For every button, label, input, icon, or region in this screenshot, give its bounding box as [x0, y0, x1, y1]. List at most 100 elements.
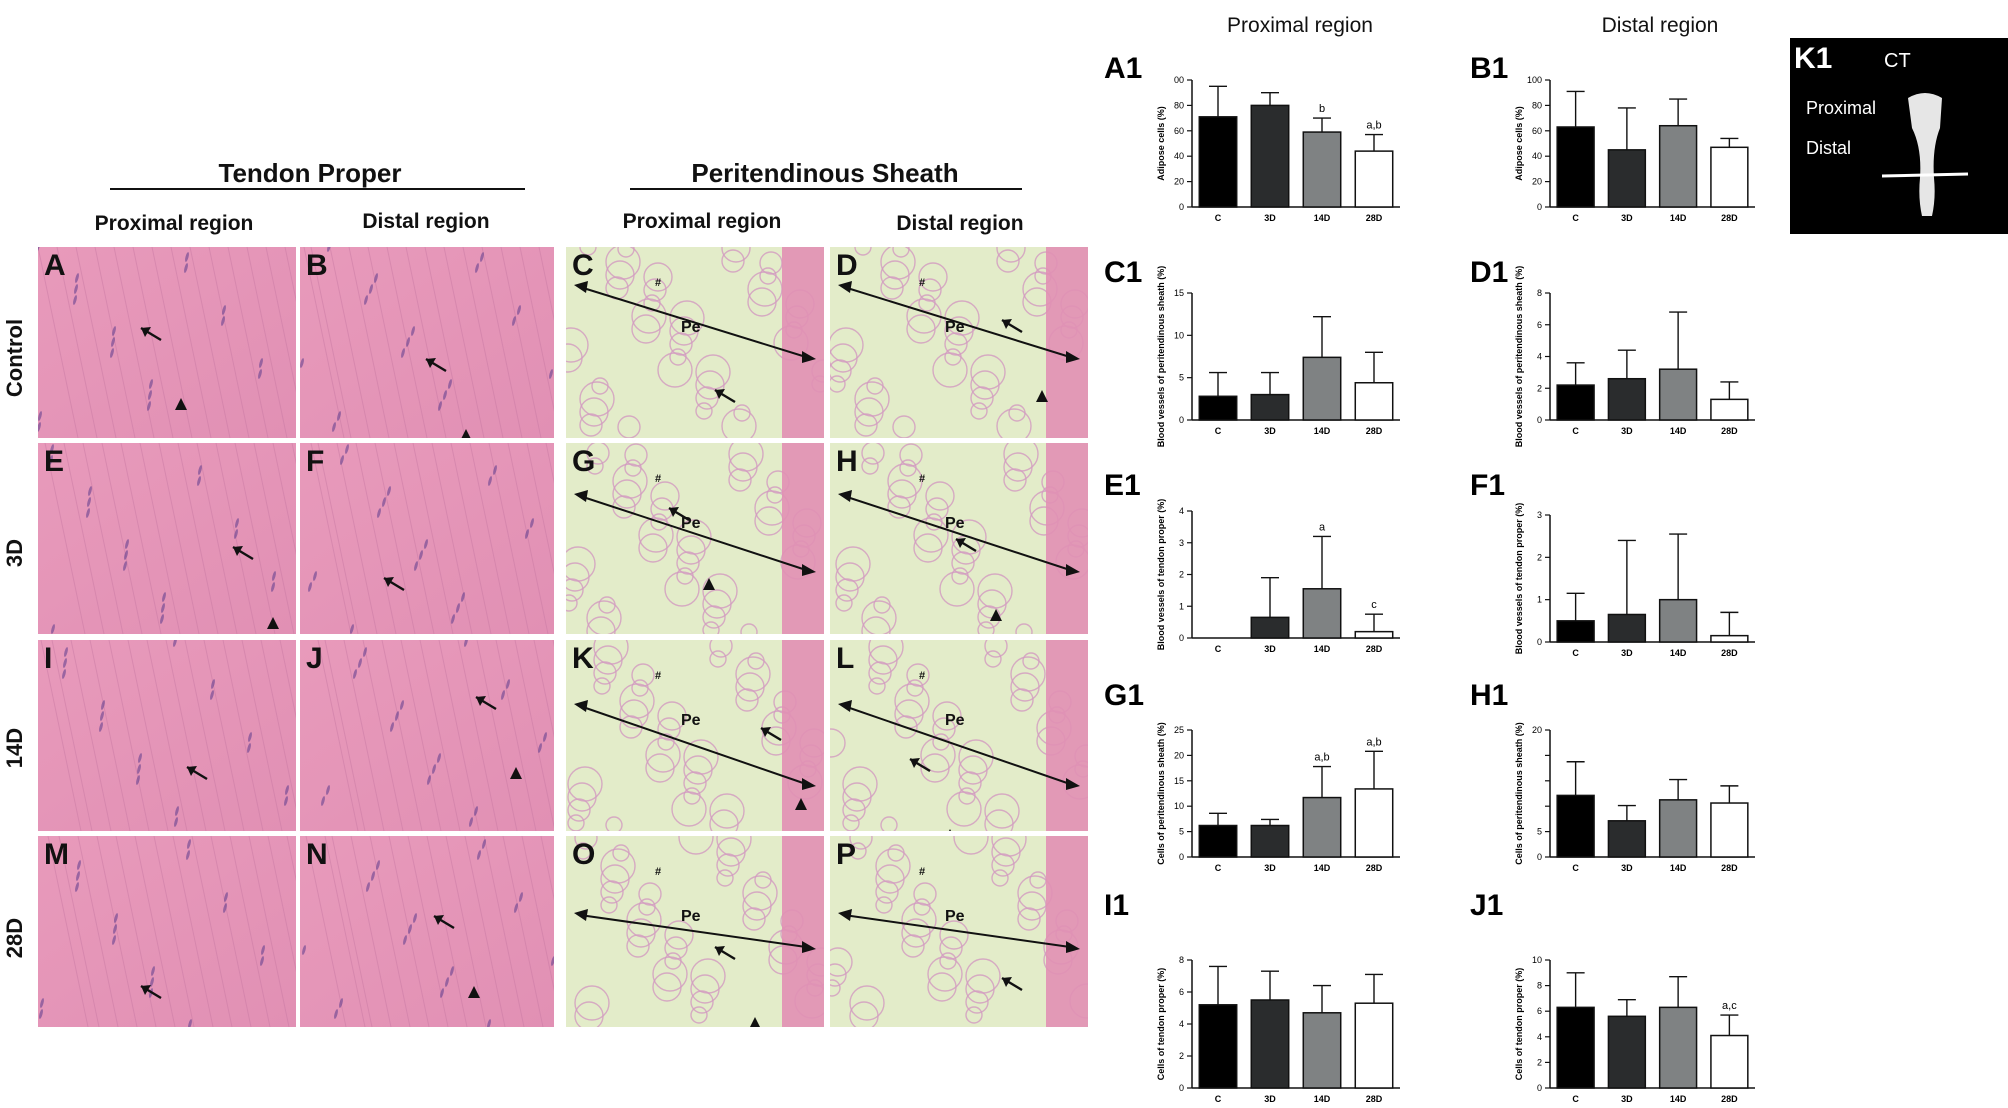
y-axis-label-j1: Cells of tendon proper (%)	[1514, 968, 1524, 1081]
x-tick-label-i1-0: C	[1215, 1094, 1222, 1104]
x-tick-label-c1-2: 14D	[1314, 426, 1331, 436]
chart-col-header-distal: Distal region	[1601, 14, 1719, 37]
hash-label-h: #	[919, 473, 926, 485]
ct-label: CT	[1884, 50, 1911, 72]
y-tick-label-a1-2: 40	[1174, 151, 1184, 161]
panel-letter-n: N	[306, 838, 328, 871]
bar-a1-14d	[1302, 131, 1342, 208]
micrograph-panel-d: D Pe #	[830, 247, 1088, 438]
annotation-j1-3: a,c	[1722, 1000, 1737, 1012]
pe-label-l: Pe	[945, 711, 965, 729]
micrograph-panel-j: J	[300, 640, 554, 831]
y-tick-label-f1-1: 1	[1537, 595, 1542, 605]
micrograph-panel-m: M	[38, 836, 296, 1027]
y-axis-label-a1: Adipose cells (%)	[1156, 106, 1166, 181]
bar-i1-14d	[1302, 1012, 1342, 1089]
bar-f1-28d	[1710, 634, 1749, 643]
y-tick-label-c1-0: 0	[1179, 415, 1184, 425]
bar-a1-28d	[1354, 150, 1394, 208]
bar-b1-28d	[1710, 146, 1749, 208]
bar-h1-28d	[1710, 802, 1749, 858]
y-tick-label-a1-4: 80	[1174, 100, 1184, 110]
x-tick-label-j1-3: 28D	[1721, 1094, 1738, 1104]
annotation-a1-3: a,b	[1366, 120, 1381, 132]
chart-letter-b1: B1	[1470, 52, 1508, 85]
micrograph-panel-a: A	[38, 247, 296, 438]
y-tick-label-h1-5: 20	[1532, 725, 1542, 735]
micrograph-panel-g: G Pe #	[566, 443, 824, 634]
x-tick-label-j1-0: C	[1572, 1094, 1579, 1104]
y-axis-label-h1: Cells of peritendinous sheath (%)	[1514, 722, 1524, 865]
y-tick-label-c1-2: 10	[1174, 330, 1184, 340]
bar-h1-c	[1556, 794, 1595, 858]
micrograph-panel-e: E	[38, 443, 296, 634]
x-tick-label-i1-3: 28D	[1366, 1094, 1383, 1104]
bar-g1-3d	[1250, 824, 1290, 858]
y-tick-label-j1-5: 10	[1532, 955, 1542, 965]
y-tick-label-i1-0: 0	[1179, 1083, 1184, 1093]
y-tick-label-d1-0: 0	[1537, 415, 1542, 425]
y-tick-label-f1-2: 2	[1537, 552, 1542, 562]
micrograph-panel-p: P Pe #	[830, 836, 1088, 1027]
bar-c1-c	[1198, 395, 1238, 421]
y-axis-label-g1: Cells of peritendinous sheath (%)	[1156, 722, 1166, 865]
chart-letter-h1: H1	[1470, 679, 1508, 712]
bar-j1-14d	[1658, 1006, 1698, 1089]
bar-c1-28d	[1354, 381, 1394, 421]
annotation-e1-3: c	[1371, 599, 1377, 611]
bar-g1-14d	[1302, 796, 1342, 858]
tendon-proper-header: Tendon Proper	[218, 158, 402, 188]
x-tick-label-d1-1: 3D	[1621, 426, 1633, 436]
y-tick-label-a1-3: 60	[1174, 126, 1184, 136]
bar-e1-14d	[1302, 588, 1342, 639]
x-tick-label-i1-2: 14D	[1314, 1094, 1331, 1104]
y-tick-label-b1-5: 100	[1527, 75, 1542, 85]
x-tick-label-f1-0: C	[1572, 648, 1579, 658]
x-tick-label-d1-2: 14D	[1670, 426, 1687, 436]
pe-label-h: Pe	[945, 514, 965, 532]
panel-letter-e: E	[44, 445, 65, 478]
x-tick-label-g1-1: 3D	[1264, 863, 1276, 873]
peritendinous-sheath-header: Peritendinous Sheath	[691, 158, 959, 188]
y-tick-label-b1-3: 60	[1532, 126, 1542, 136]
bar-c1-14d	[1302, 356, 1342, 421]
y-tick-label-a1-5: 00	[1174, 75, 1184, 85]
y-tick-label-a1-1: 20	[1174, 177, 1184, 187]
hash-label-d: #	[919, 277, 926, 289]
bar-f1-3d	[1607, 613, 1647, 643]
y-axis-label-i1: Cells of tendon proper (%)	[1156, 968, 1166, 1081]
hash-label-o: #	[655, 866, 662, 878]
col-header-ps-distal: Distal region	[896, 212, 1024, 235]
y-tick-label-b1-4: 80	[1532, 100, 1542, 110]
y-tick-label-j1-2: 4	[1537, 1032, 1542, 1042]
x-tick-label-g1-3: 28D	[1366, 863, 1383, 873]
x-tick-label-b1-1: 3D	[1621, 213, 1633, 223]
micrograph-panel-o: O Pe #	[566, 836, 824, 1027]
annotation-e1-2: a	[1319, 521, 1326, 533]
col-header-ps-proximal: Proximal region	[622, 210, 782, 233]
hash-label-c: #	[655, 277, 662, 289]
y-axis-label-d1: Blood vessels of peritendinous sheath (%…	[1514, 266, 1524, 448]
pe-label-g: Pe	[681, 514, 701, 532]
y-tick-label-g1-5: 25	[1174, 725, 1184, 735]
panel-letter-b: B	[306, 249, 328, 282]
pe-label-o: Pe	[681, 907, 701, 925]
y-tick-label-g1-1: 5	[1179, 827, 1184, 837]
x-tick-label-h1-2: 14D	[1670, 863, 1687, 873]
col-header-tp-distal: Distal region	[362, 210, 490, 233]
bar-e1-3d	[1250, 616, 1290, 639]
bar-f1-14d	[1658, 598, 1698, 643]
hash-label-g: #	[655, 473, 662, 485]
bar-d1-3d	[1607, 377, 1647, 421]
y-tick-label-j1-0: 0	[1537, 1083, 1542, 1093]
y-tick-label-i1-4: 8	[1179, 955, 1184, 965]
chart-letter-g1: G1	[1104, 679, 1144, 712]
x-tick-label-b1-0: C	[1572, 213, 1579, 223]
ct-inset-letter: K1	[1794, 42, 1833, 75]
ct-distal-label: Distal	[1806, 138, 1852, 158]
panel-letter-c: C	[572, 249, 594, 282]
micrograph-panel-h: H Pe #	[830, 443, 1088, 634]
x-tick-label-b1-3: 28D	[1721, 213, 1738, 223]
panel-letter-g: G	[572, 445, 596, 478]
x-tick-label-e1-0: C	[1215, 644, 1222, 654]
